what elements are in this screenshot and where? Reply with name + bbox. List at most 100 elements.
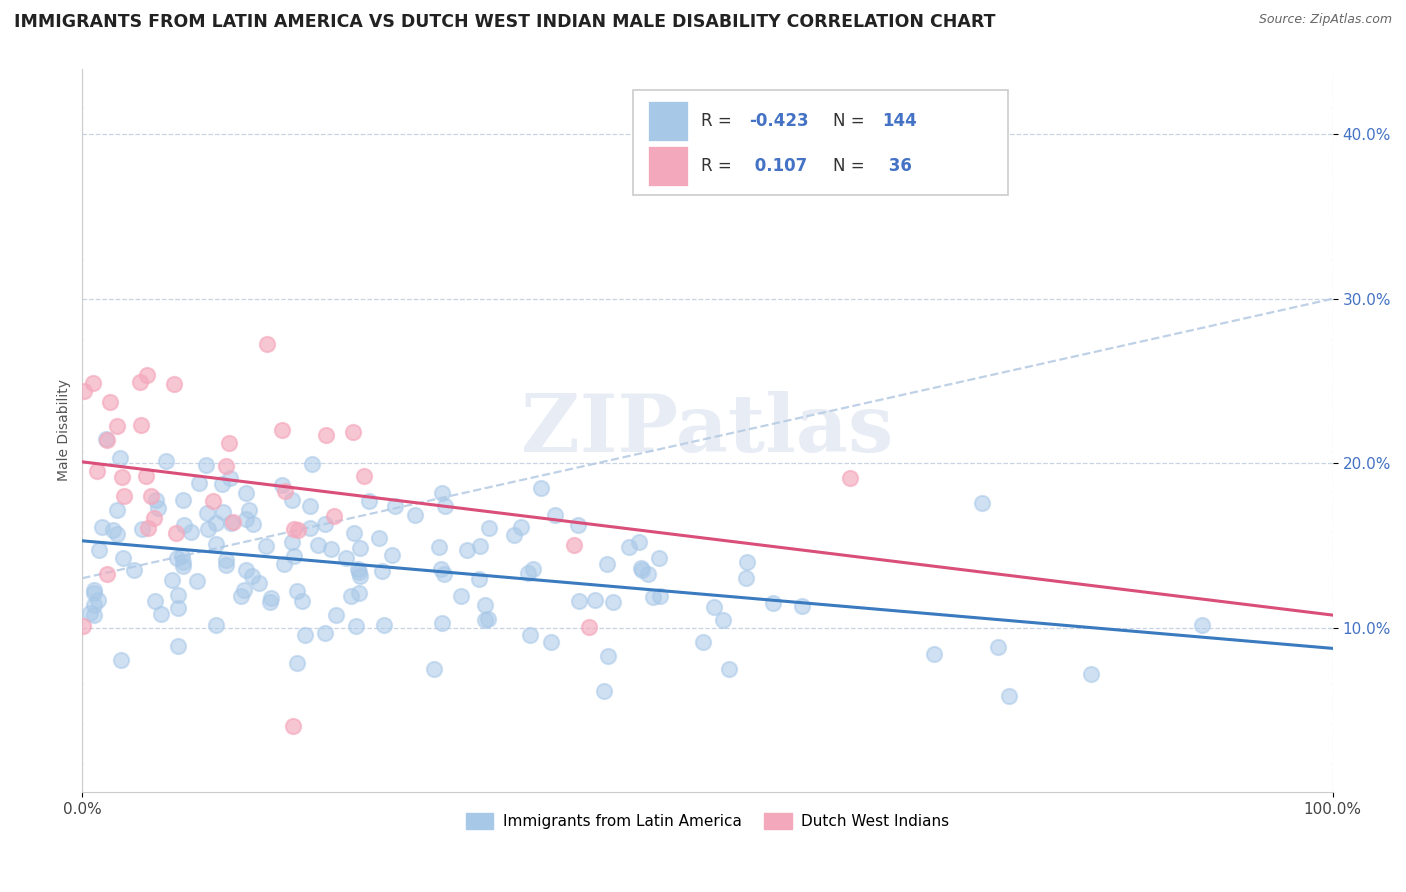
FancyBboxPatch shape bbox=[648, 146, 688, 186]
Point bbox=[287, 523, 309, 537]
Point bbox=[218, 436, 240, 450]
Point bbox=[344, 619, 367, 633]
Text: ZIPatlas: ZIPatlas bbox=[522, 392, 894, 469]
Point bbox=[187, 476, 209, 491]
Point bbox=[215, 558, 238, 573]
Point bbox=[235, 563, 257, 577]
Point bbox=[72, 619, 94, 633]
Legend: Immigrants from Latin America, Dutch West Indians: Immigrants from Latin America, Dutch Wes… bbox=[460, 806, 955, 835]
Point bbox=[172, 555, 194, 569]
Point bbox=[79, 606, 101, 620]
Point bbox=[283, 549, 305, 563]
Point bbox=[111, 469, 134, 483]
Point bbox=[298, 500, 321, 514]
Point bbox=[922, 647, 945, 661]
Point bbox=[343, 525, 366, 540]
Point bbox=[478, 521, 501, 535]
Point bbox=[792, 599, 814, 613]
Point bbox=[349, 569, 371, 583]
Point bbox=[145, 493, 167, 508]
Point bbox=[143, 594, 166, 608]
Point bbox=[254, 539, 277, 553]
Point bbox=[270, 477, 292, 491]
Point bbox=[105, 527, 128, 541]
Point bbox=[110, 653, 132, 667]
Point bbox=[373, 618, 395, 632]
Point bbox=[650, 589, 672, 603]
FancyBboxPatch shape bbox=[633, 90, 1008, 195]
Point bbox=[474, 613, 496, 627]
Point bbox=[339, 589, 361, 603]
Point bbox=[427, 540, 450, 554]
Point bbox=[568, 593, 591, 607]
Point bbox=[232, 583, 254, 598]
Point bbox=[136, 521, 159, 535]
Point bbox=[165, 526, 187, 541]
Point bbox=[131, 523, 153, 537]
Text: R =: R = bbox=[702, 157, 737, 175]
Point bbox=[86, 464, 108, 478]
Point bbox=[299, 521, 322, 535]
Point bbox=[235, 512, 257, 526]
Text: R =: R = bbox=[702, 112, 737, 129]
Point bbox=[430, 485, 453, 500]
Point bbox=[141, 489, 163, 503]
Point bbox=[242, 516, 264, 531]
Point bbox=[711, 614, 734, 628]
Point bbox=[142, 511, 165, 525]
Point bbox=[259, 595, 281, 609]
Point bbox=[281, 535, 304, 549]
Point bbox=[543, 508, 565, 522]
Point bbox=[737, 556, 759, 570]
FancyBboxPatch shape bbox=[648, 101, 688, 141]
Point bbox=[349, 541, 371, 555]
Point bbox=[578, 620, 600, 634]
Point bbox=[205, 536, 228, 550]
Point bbox=[112, 550, 135, 565]
Point bbox=[202, 494, 225, 508]
Point bbox=[450, 589, 472, 603]
Point bbox=[129, 418, 152, 433]
Point bbox=[160, 573, 183, 587]
Point bbox=[404, 508, 426, 522]
Point bbox=[172, 493, 194, 508]
Point bbox=[194, 458, 217, 473]
Point bbox=[83, 607, 105, 622]
Y-axis label: Male Disability: Male Disability bbox=[58, 379, 72, 482]
Point bbox=[325, 607, 347, 622]
Point bbox=[83, 586, 105, 600]
Point bbox=[596, 557, 619, 571]
Text: Source: ZipAtlas.com: Source: ZipAtlas.com bbox=[1258, 13, 1392, 27]
Point bbox=[238, 502, 260, 516]
Point bbox=[970, 496, 993, 510]
Point bbox=[762, 596, 785, 610]
Point bbox=[283, 719, 305, 733]
Point bbox=[381, 549, 404, 563]
Point bbox=[718, 662, 741, 676]
Point bbox=[219, 516, 242, 530]
Point bbox=[222, 515, 245, 529]
Point bbox=[583, 593, 606, 607]
Point bbox=[433, 566, 456, 581]
Point bbox=[357, 494, 380, 508]
Point bbox=[135, 469, 157, 483]
Point bbox=[474, 599, 496, 613]
Point bbox=[839, 471, 862, 485]
Point bbox=[347, 586, 370, 600]
Point bbox=[89, 542, 111, 557]
Point bbox=[215, 458, 238, 473]
Point bbox=[530, 481, 553, 495]
Point bbox=[315, 428, 337, 442]
Point bbox=[628, 535, 651, 549]
Point bbox=[562, 539, 585, 553]
Point bbox=[112, 490, 135, 504]
Point bbox=[82, 376, 104, 391]
Point bbox=[281, 492, 304, 507]
Point bbox=[205, 516, 228, 531]
Point bbox=[122, 563, 145, 577]
Point bbox=[641, 590, 664, 604]
Point bbox=[273, 557, 295, 571]
Point bbox=[510, 519, 533, 533]
Point bbox=[173, 518, 195, 533]
Point bbox=[162, 376, 184, 391]
